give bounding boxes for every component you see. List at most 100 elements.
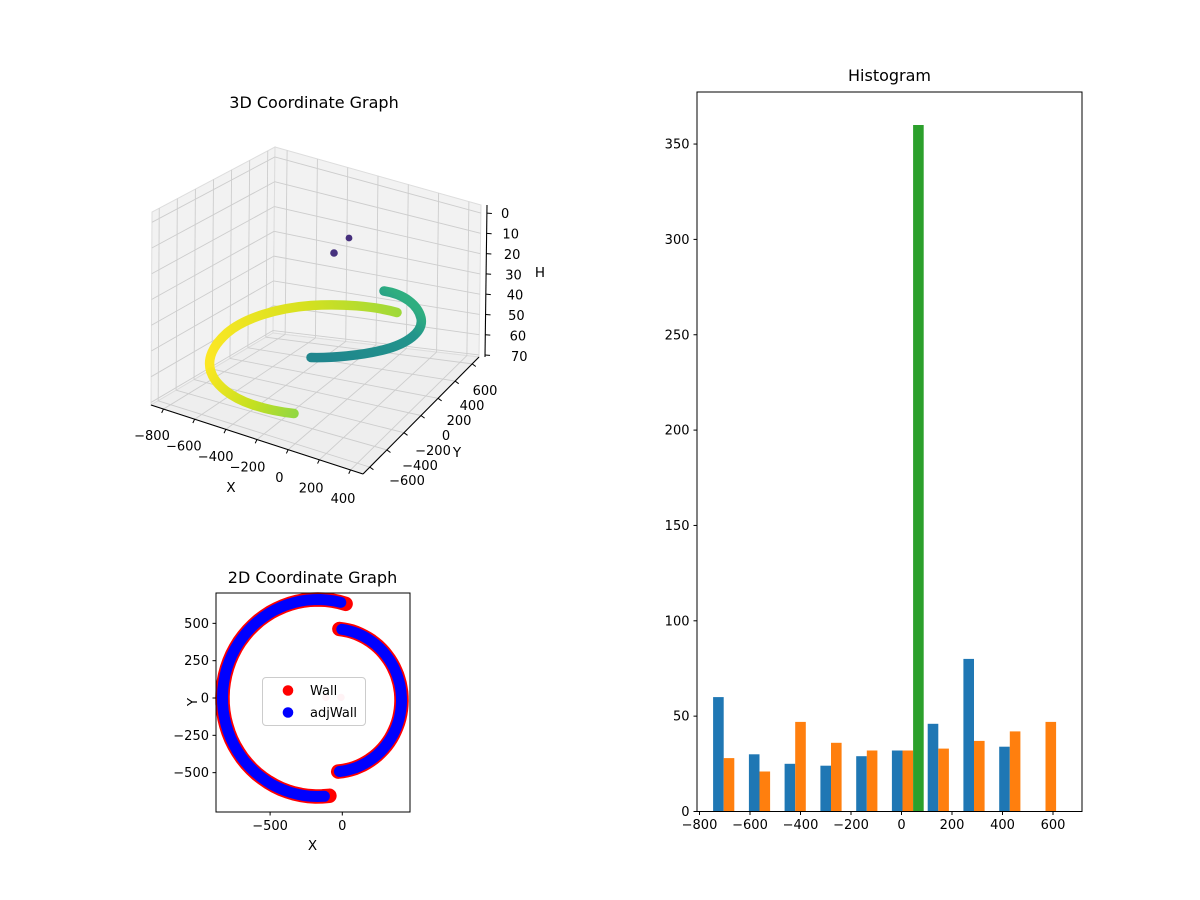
z-tick-label: 0	[501, 207, 509, 222]
y-tick	[420, 415, 425, 419]
gridline	[193, 189, 196, 380]
hist-bar-x	[713, 697, 724, 812]
hist-bar-y	[938, 748, 949, 812]
hist-bar-y	[902, 750, 914, 812]
plot-histogram: −800 −600 −400 −200 0 200 400 600 0 50 100 150 200 25…	[665, 66, 1083, 833]
gridline	[151, 156, 276, 223]
z-tick-label: 10	[502, 227, 519, 242]
center-point-dot	[345, 234, 353, 242]
y-tick	[403, 432, 408, 436]
plot-2d-title: 2D Coordinate Graph	[228, 568, 397, 587]
gridline	[284, 150, 288, 335]
x-tick	[285, 449, 289, 454]
y-tick-label: 200	[665, 424, 690, 439]
hist-bar-x	[784, 763, 796, 812]
y-tick-label: 250	[665, 328, 690, 343]
plot-2d: −500 0 500 250 0 −250 −500 Wall adjWall 2D Coord…	[173, 568, 411, 854]
y-tick-label: 0	[201, 692, 209, 707]
y-tick-label: −600	[389, 474, 425, 489]
x-tick	[254, 439, 258, 444]
spiral-outer-arc-lower	[206, 367, 299, 419]
hist-bar-y	[759, 771, 771, 812]
hist-bar-y	[1045, 721, 1057, 812]
gridline	[405, 184, 409, 349]
y-tick-label: −200	[415, 444, 451, 459]
hist-bar-y	[723, 758, 735, 812]
gridline	[175, 198, 178, 391]
gridline	[274, 230, 481, 275]
x-tick-label: −400	[783, 818, 819, 833]
legend: Wall adjWall	[262, 677, 366, 726]
gridline	[194, 337, 316, 420]
gridline	[273, 280, 480, 315]
hist-bar-x	[927, 723, 939, 812]
gridline	[151, 206, 275, 275]
plot-3d-ylabel: Y	[452, 445, 462, 461]
gridline	[345, 167, 349, 342]
plot-3d-xlabel: X	[226, 480, 235, 496]
plot-2d-xlabel: X	[308, 838, 317, 854]
gridline	[256, 344, 377, 440]
y-tick-label: 400	[460, 399, 485, 414]
y-tick-label: 0	[442, 429, 450, 444]
y-tick-label: 200	[447, 414, 472, 429]
plot-3d: −800−600−400−2000200400−600−400−20002004…	[134, 93, 545, 507]
spiral-outer-arc-upper	[204, 300, 402, 377]
x-tick-label: −200	[230, 461, 266, 476]
y-tick-label: 50	[673, 710, 690, 725]
z-tick-label: 60	[510, 330, 527, 345]
plot-3d-zlabel: H	[535, 265, 545, 281]
z-axis-spine	[484, 204, 488, 358]
gridline	[273, 305, 480, 336]
gridline	[466, 201, 470, 356]
plot-3d-panes-grid	[149, 146, 482, 475]
gridline	[287, 348, 407, 450]
y-tick-label: 250	[184, 654, 209, 669]
x-tick-label: −200	[833, 818, 869, 833]
x-tick-label: 200	[299, 482, 324, 497]
x-tick-label: −800	[682, 818, 718, 833]
x-tick-label: −500	[252, 819, 288, 834]
plot-histogram-title: Histogram	[848, 66, 931, 85]
gridline	[274, 206, 481, 255]
hist-bar-y	[974, 740, 985, 812]
y-tick-label: −400	[402, 459, 438, 474]
x-tick-label: 0	[897, 818, 905, 833]
legend-label: adjWall	[310, 706, 357, 721]
x-tick-label: 0	[338, 819, 346, 834]
adjwall-scatter-band	[333, 623, 408, 777]
adjwall-scatter-band	[216, 593, 347, 803]
plot-2d-frame	[215, 592, 411, 813]
x-tick-label: −600	[166, 440, 202, 455]
hist-bar-x	[891, 750, 903, 812]
gridline	[274, 181, 481, 234]
x-tick	[161, 408, 164, 414]
hist-bar-x	[856, 756, 867, 812]
gridline	[265, 150, 269, 338]
plot-2d-ylabel: Y	[185, 697, 201, 707]
y-tick-label: 150	[665, 519, 690, 534]
y-tick-label: −500	[173, 766, 209, 781]
z-tick-label: 40	[507, 289, 524, 304]
legend-label: Wall	[310, 684, 337, 699]
y-tick-label: 350	[665, 138, 690, 153]
legend-marker-adjwall	[282, 707, 294, 718]
x-tick-label: −600	[732, 818, 768, 833]
z-tick-label: 50	[508, 309, 525, 324]
gridline	[272, 330, 480, 356]
gridline	[211, 179, 214, 370]
z-tick-label: 20	[504, 248, 521, 263]
plot-histogram-content: −800 −600 −400 −200 0 200 400 600 0 50 100 150 200 25…	[665, 91, 1083, 833]
gridline	[274, 156, 482, 214]
hist-bar-y	[1009, 731, 1021, 812]
x-tick-label: 400	[990, 818, 1015, 833]
x-tick-label: 0	[275, 471, 283, 486]
hist-bar-x	[963, 658, 974, 812]
x-tick	[317, 459, 320, 464]
legend-marker-wall	[282, 685, 294, 696]
hist-bar-y	[795, 721, 806, 812]
y-tick	[369, 466, 374, 471]
y-tick	[454, 380, 460, 385]
spiral-inner-arc	[306, 286, 426, 363]
